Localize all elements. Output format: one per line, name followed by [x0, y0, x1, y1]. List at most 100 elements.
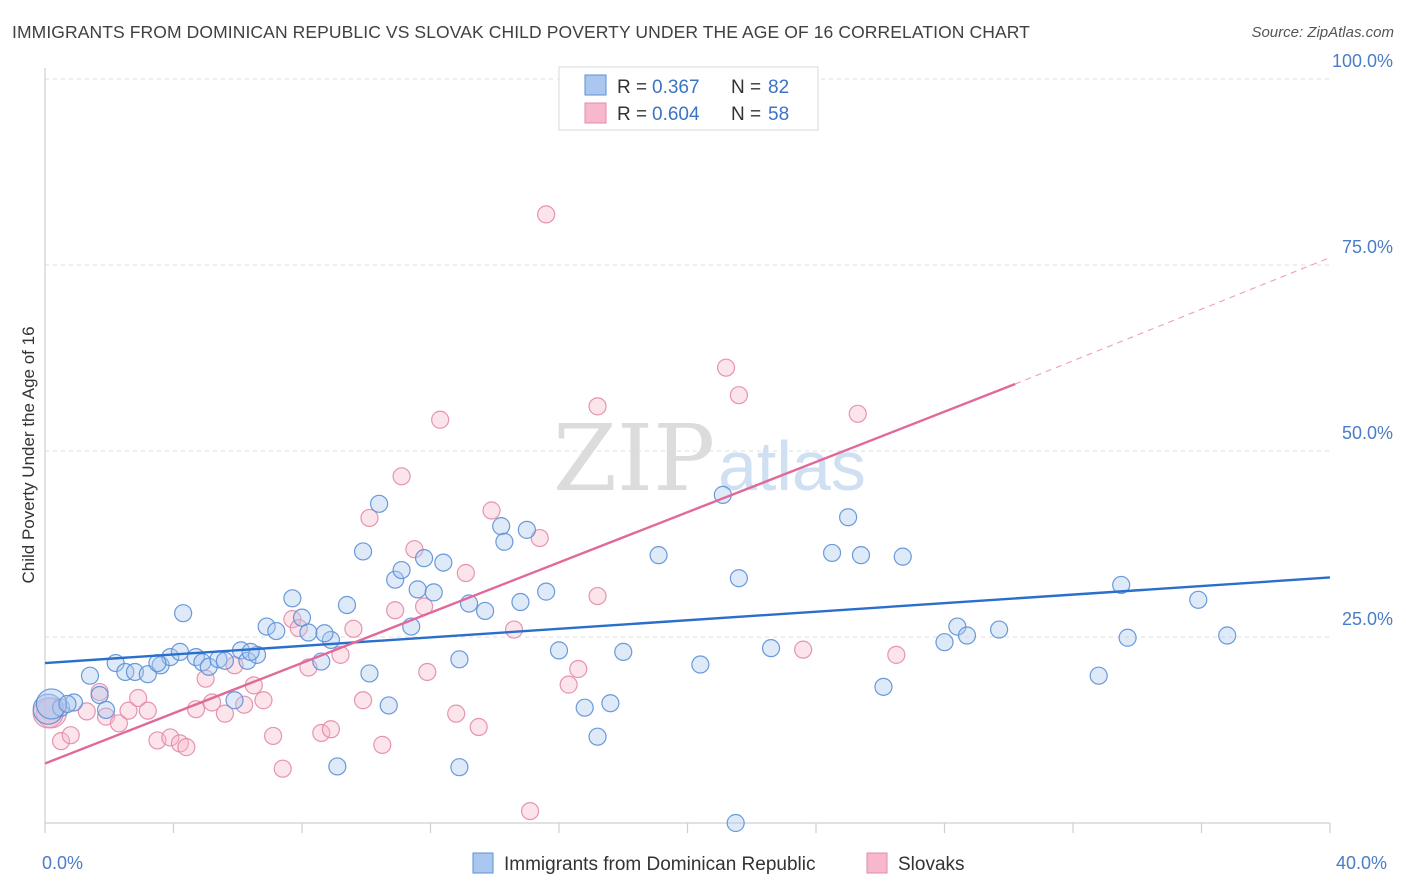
legend-r-label-2: R =: [617, 104, 647, 125]
dominican-point-74: [1189, 590, 1208, 609]
dominican-point-12: [170, 642, 190, 661]
series-legend-label-slovaks: Slovaks: [898, 854, 965, 875]
slovak-point-25: [289, 618, 308, 638]
dominican-point-55: [601, 694, 620, 713]
slovak-point-35: [392, 467, 411, 486]
slovak-trend-line: [44, 382, 1016, 765]
dominican-point-3: [80, 666, 100, 685]
dominican-point-34: [370, 494, 389, 513]
slovak-point-13: [177, 738, 196, 757]
legend-n-value-1: 82: [768, 77, 789, 98]
slovak-point-55: [887, 645, 906, 664]
slovak-point-23: [273, 759, 292, 778]
dominican-point-78: [58, 694, 77, 714]
slovak-point-42: [469, 717, 488, 737]
watermark: ZIP atlas: [553, 405, 866, 512]
legend-swatch-pink: [584, 102, 607, 124]
dominican-point-43: [450, 758, 469, 777]
dominican-point-81: [315, 624, 334, 643]
slovak-point-45: [530, 528, 549, 548]
dominican-point-69: [957, 626, 977, 645]
dominican-point-73: [1118, 628, 1137, 647]
slovak-point-44: [504, 620, 524, 639]
slovak-point-11: [161, 728, 180, 747]
slovak-point-28: [321, 720, 341, 739]
dominican-point-75: [1218, 626, 1237, 645]
legend-r-value-2: 0.604: [652, 104, 700, 125]
dominican-point-77: [35, 688, 68, 720]
slovak-point-40: [447, 704, 466, 723]
dominican-point-7: [116, 662, 135, 682]
slovak-point-41: [456, 563, 475, 583]
legend-n-label-1: N =: [731, 77, 761, 98]
dominican-point-39: [408, 580, 427, 599]
slovak-point-27: [312, 723, 331, 743]
dominican-point-19: [225, 691, 244, 710]
y-tick-label-2: 75.0%: [1342, 237, 1393, 257]
series-legend-swatch-pink: [866, 852, 888, 874]
dominican-point-42: [434, 553, 453, 572]
slovak-point-31: [353, 691, 373, 710]
slovak-point-43: [482, 501, 501, 520]
legend-n-label-2: N =: [731, 104, 761, 125]
slovak-point-39: [431, 410, 450, 429]
slovak-point-22: [263, 726, 283, 746]
dominican-point-49: [511, 592, 530, 612]
slovak-point-50: [588, 586, 607, 606]
dominican-point-32: [353, 542, 373, 561]
dominican-point-18: [215, 651, 234, 670]
dominican-point-25: [283, 589, 302, 608]
dominican-point-16: [199, 657, 218, 676]
series-legend: Immigrants from Dominican Republic Slova…: [472, 852, 965, 875]
grid-lines: [45, 78, 1330, 638]
dominican-point-2: [64, 693, 84, 712]
y-axis-label: Child Poverty Under the Age of 16: [19, 326, 38, 583]
watermark-zip: ZIP: [553, 405, 715, 512]
slovak-point-53: [794, 640, 813, 659]
dominican-point-61: [761, 639, 781, 658]
slovak-point-2: [61, 726, 80, 745]
dominican-point-70: [990, 620, 1009, 639]
dominican-point-52: [549, 641, 569, 660]
x-tick-label-min: 0.0%: [42, 853, 83, 873]
watermark-atlas: atlas: [718, 427, 866, 505]
dominican-point-67: [935, 633, 954, 652]
dominican-point-56: [614, 642, 633, 661]
y-tick-label-1: 50.0%: [1342, 423, 1393, 443]
dominican-point-53: [575, 698, 594, 717]
dominican-point-35: [379, 696, 398, 715]
dominican-points: [32, 485, 1237, 833]
slovak-point-48: [569, 659, 588, 679]
dominican-point-48: [495, 532, 514, 551]
dominican-point-71: [1089, 666, 1108, 685]
slovak-points: [32, 205, 906, 821]
dominican-point-50: [517, 520, 536, 539]
dominican-point-66: [893, 547, 912, 566]
dominican-point-13: [174, 604, 193, 623]
legend-n-value-2: 58: [768, 104, 789, 125]
slovak-point-56: [520, 801, 540, 821]
slovak-point-32: [360, 508, 379, 528]
trend-lines: [44, 257, 1331, 765]
slovak-trend-extension: [1014, 257, 1331, 385]
legend-r-value-1: 0.367: [652, 77, 700, 98]
slovak-point-54: [848, 404, 867, 423]
dominican-point-47: [492, 517, 511, 536]
dominican-point-30: [328, 757, 347, 776]
slovak-point-51: [716, 358, 736, 377]
dominican-point-23: [257, 617, 276, 636]
dominican-point-36: [386, 570, 405, 589]
slovak-point-1: [51, 732, 71, 751]
dominican-point-37: [392, 560, 411, 580]
slovak-point-19: [235, 695, 254, 714]
slovak-point-24: [283, 610, 302, 629]
dominican-point-31: [337, 595, 357, 615]
y-tick-label-0: 25.0%: [1342, 609, 1393, 629]
dominican-point-44: [450, 650, 469, 669]
dominican-point-63: [839, 508, 858, 527]
dominican-point-76: [726, 813, 745, 833]
slovak-point-33: [373, 735, 392, 754]
slovak-point-30: [344, 619, 363, 638]
dominican-point-24: [267, 621, 286, 641]
